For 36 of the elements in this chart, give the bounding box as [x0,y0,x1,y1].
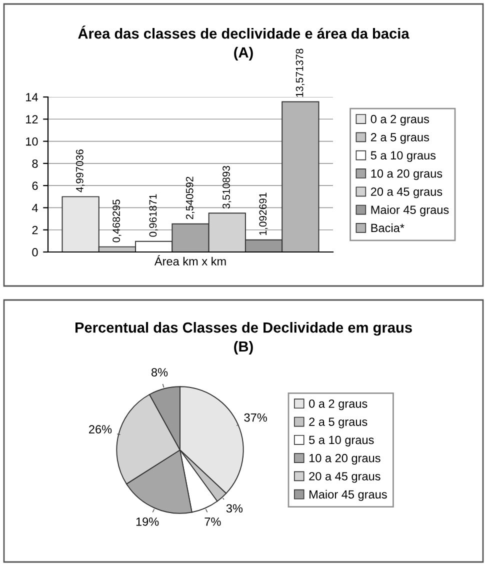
legend-label: Maior 45 graus [310,490,387,501]
data-label: 8% [152,368,168,376]
y-tick-label: 6 [32,182,38,190]
y-tick-label: 14 [26,93,38,102]
legend-label: 0 a 2 graus [370,114,430,126]
y-tick-label: 2 [32,226,38,234]
legend-label: 0 a 2 graus [309,399,368,410]
legend-label: 2 a 5 graus [370,133,430,144]
data-label: 7% [204,518,221,526]
data-label: 3% [226,504,243,513]
data-label: 4,997036 [76,150,85,192]
y-tick-label: 10 [26,137,38,146]
legend-label: 10 a 20 graus [371,169,442,180]
y-tick-label: 12 [26,115,38,124]
legend-label: 20 a 45 graus [309,472,380,483]
y-tick-label: 0 [32,248,38,256]
data-label: 13,571378 [296,48,304,97]
legend-label: Bacia* [371,223,404,232]
legend-label: 20 a 45 graus [370,187,442,198]
data-label: 26% [89,425,112,434]
x-tick-label: Área km x km [154,255,226,266]
legend-label: 2 a 5 graus [309,418,368,428]
data-label: 3,510893 [222,166,232,209]
legend-label: 10 a 20 graus [309,454,380,465]
y-tick-label: 8 [32,159,38,168]
data-label: 2,540592 [186,176,195,220]
legend-label: Maior 45 graus [371,205,449,216]
chart-title: Percentual das Classes de Declividade em graus (B) [75,322,412,355]
data-label: 0,961871 [149,194,158,237]
y-tick-label: 4 [32,204,38,212]
legend-label: 5 a 10 graus [309,436,374,446]
legend-label: 5 a 10 graus [370,151,436,162]
data-label: 0,468295 [112,200,122,242]
data-label: 19% [136,517,159,526]
data-label: 37% [244,413,267,422]
data-label: 1,092691 [259,192,268,235]
